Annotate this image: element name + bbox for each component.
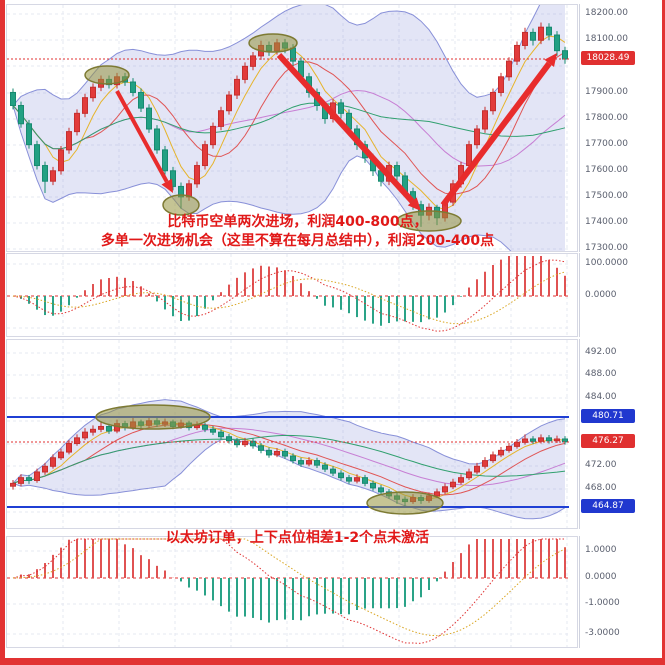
axis-tick-label: 17600.00 (585, 165, 628, 175)
highlight-ellipse (396, 210, 462, 232)
axis-tick-label: 17300.00 (585, 243, 628, 253)
axis-tick-label: -1.0000 (585, 598, 620, 608)
axis-tick-label: 0.0000 (585, 572, 617, 582)
axis-tick-label: 17700.00 (585, 139, 628, 149)
axis-tick-label: 492.00 (585, 347, 617, 357)
highlight-ellipse (84, 65, 130, 85)
window-frame-bottom (0, 658, 665, 665)
btc-macd-axis: 100.0000 0.0000 (579, 253, 663, 337)
macd-dea-line (12, 271, 566, 325)
axis-tick-label: 17400.00 (585, 217, 628, 227)
highlight-ellipse (162, 194, 200, 216)
axis-tick-label: 0.0000 (585, 290, 617, 300)
axis-tick-label: 1.0000 (585, 545, 617, 555)
window-frame-left (0, 0, 5, 665)
axis-tick-label: 18100.00 (585, 34, 628, 44)
highlight-ellipse (248, 33, 298, 53)
axis-tick-label: 468.00 (585, 483, 617, 493)
btc-annotation-line-2: 多单一次进场机会（这里不算在每月总结中），利润200-400点 (100, 233, 495, 249)
axis-tick-label: 17500.00 (585, 191, 628, 201)
axis-tick-label: 472.00 (585, 460, 617, 470)
macd-dif-line (12, 538, 565, 644)
trade-arrow (276, 52, 415, 204)
trade-arrow (440, 61, 552, 207)
macd-dif-line (12, 259, 566, 332)
hand-drawn-annotations (95, 404, 444, 515)
axis-tick-label: -3.0000 (585, 628, 620, 638)
macd-histogram (20, 256, 566, 326)
eth-current-price-badge: 476.27 (581, 434, 635, 448)
axis-tick-label: 484.00 (585, 392, 617, 402)
eth-candlestick-chart[interactable] (6, 339, 578, 529)
axis-tick-label: 488.00 (585, 369, 617, 379)
macd-dea-line (12, 538, 566, 637)
axis-tick-label: 100.0000 (585, 258, 628, 268)
btc-price-axis: 18200.00 18100.00 17900.00 17800.00 17700.00… (579, 4, 663, 253)
eth-macd-indicator-pane[interactable] (6, 536, 578, 648)
eth-annotation: 以太坊订单，上下点位相差1-2个点未激活 (165, 530, 430, 546)
eth-macd-axis: 1.0000 0.0000 -1.0000 -3.0000 (579, 536, 663, 648)
axis-tick-label: 17900.00 (585, 87, 628, 97)
eth-upper-level-badge: 480.71 (581, 409, 635, 423)
trade-arrow (115, 90, 169, 183)
btc-macd-indicator-pane[interactable] (6, 253, 578, 337)
btc-annotation-line-1: 比特币空单两次进场，利润400-800点， (167, 214, 428, 230)
highlight-ellipse (366, 491, 444, 515)
axis-tick-label: 18200.00 (585, 8, 628, 18)
hand-drawn-annotations (84, 33, 557, 232)
window-frame-right (662, 0, 665, 665)
macd-histogram (20, 539, 566, 623)
highlight-ellipse (95, 404, 211, 430)
eth-lower-level-badge: 464.87 (581, 499, 635, 513)
btc-candlestick-chart[interactable] (6, 4, 578, 252)
btc-current-price-badge: 18028.49 (581, 51, 635, 65)
axis-tick-label: 17800.00 (585, 113, 628, 123)
moving-averages (12, 422, 566, 500)
gridlines (7, 340, 569, 528)
